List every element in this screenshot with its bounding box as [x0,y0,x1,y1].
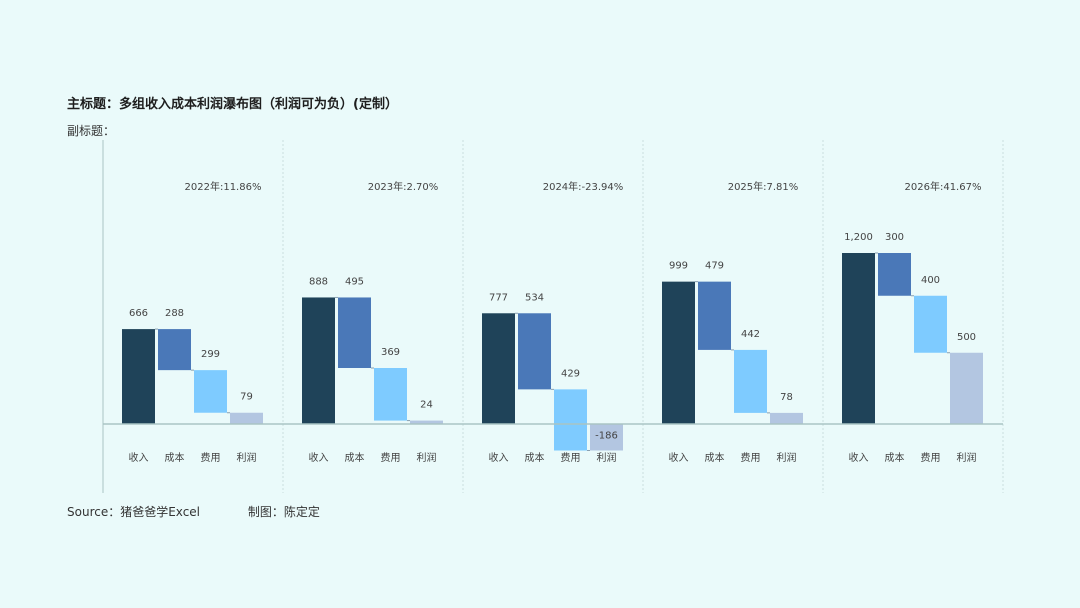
bar-2-group-2 [338,297,371,368]
category-label: 利润 [597,451,617,464]
category-label: 成本 [525,451,545,464]
bar-3-group-1 [194,370,227,413]
category-label: 利润 [777,451,797,464]
category-label: 费用 [741,451,761,464]
bar-2-group-3 [518,313,551,390]
credit-note: 制图：陈定定 [247,505,320,519]
data-label: 24 [420,400,433,411]
chart-title: 主标题：多组收入成本利润瀑布图（利润可为负）(定制） [67,97,398,112]
category-label: 收入 [309,451,329,464]
category-label: 收入 [489,451,509,464]
category-label: 费用 [381,451,401,464]
category-label: 收入 [129,451,149,464]
category-label: 收入 [849,451,869,464]
category-label: 成本 [705,451,725,464]
category-label: 成本 [885,451,905,464]
data-label: 369 [381,347,400,358]
bar-1-group-3 [482,313,515,424]
data-label: 400 [921,275,940,286]
group-label: 2025年:7.81% [728,180,799,193]
category-label: 利润 [957,451,977,464]
bar-3-group-3 [554,389,587,451]
chart-footer: Source：猪爸爸学Excel 制图：陈定定 [67,503,320,520]
bar-3-group-2 [374,367,407,421]
data-label: 79 [240,392,253,403]
data-label: 300 [885,232,904,243]
data-label: 429 [561,368,580,379]
category-label: 收入 [669,451,689,464]
group-label: 2026年:41.67% [905,180,982,193]
category-label: 费用 [921,451,941,464]
data-label: 78 [780,392,793,403]
data-label: -186 [595,431,618,442]
category-label: 利润 [417,451,437,464]
data-label: 999 [669,261,688,272]
category-label: 费用 [561,451,581,464]
chart-subtitle: 副标题： [67,124,116,138]
category-label: 成本 [345,451,365,464]
data-label: 442 [741,329,760,340]
category-label: 利润 [237,451,257,464]
data-label: 495 [345,276,364,287]
bar-2-group-1 [158,329,191,371]
data-label: 888 [309,276,328,287]
data-label: 777 [489,292,508,303]
bar-1-group-5 [842,253,875,424]
data-label: 1,200 [844,232,873,243]
data-label: 666 [129,308,148,319]
source-note: Source：猪爸爸学Excel [67,505,201,519]
bar-4-group-4 [770,412,803,424]
data-label: 534 [525,292,544,303]
data-label: 288 [165,308,184,319]
group-label: 2024年:-23.94% [543,180,624,193]
group-label: 2023年:2.70% [368,180,439,193]
bar-4-group-1 [230,412,263,424]
bar-3-group-4 [734,349,767,413]
bar-2-group-4 [698,281,731,350]
category-label: 成本 [165,451,185,464]
category-label: 费用 [201,451,221,464]
bar-1-group-2 [302,297,335,424]
bar-1-group-4 [662,281,695,424]
bar-4-group-3 [590,424,623,451]
group-label: 2022年:11.86% [185,180,262,193]
bar-4-group-2 [410,420,443,424]
bar-2-group-5 [878,253,911,296]
data-label: 479 [705,261,724,272]
bar-4-group-5 [950,352,983,424]
bar-1-group-1 [122,329,155,424]
data-label: 299 [201,349,220,360]
data-label: 500 [957,332,976,343]
bar-3-group-5 [914,295,947,353]
